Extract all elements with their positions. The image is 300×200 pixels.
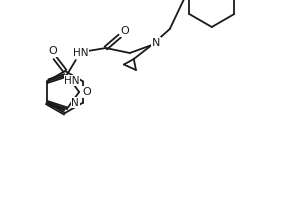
Text: N: N [152, 38, 160, 48]
Text: O: O [83, 87, 92, 97]
Text: O: O [120, 26, 129, 36]
Text: HN: HN [64, 75, 80, 86]
Text: N: N [71, 98, 79, 108]
Text: O: O [49, 46, 57, 56]
Text: HN: HN [73, 48, 88, 58]
